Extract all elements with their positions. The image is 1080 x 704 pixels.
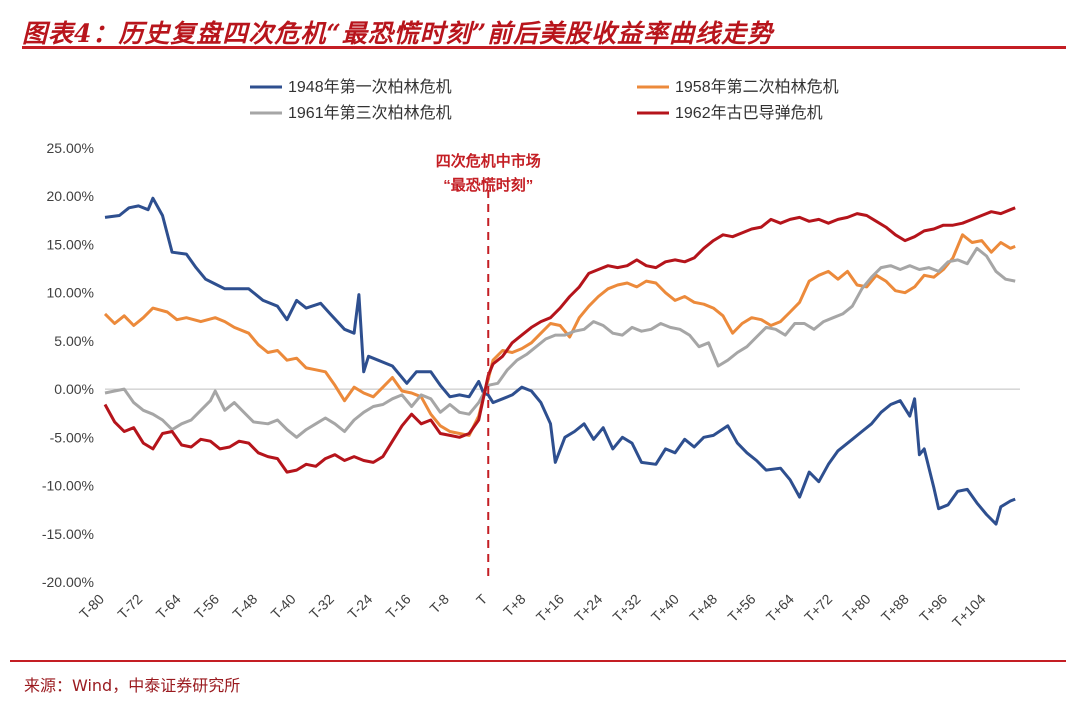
- x-tick-label: T-72: [114, 591, 145, 622]
- chart-area: 25.00% 20.00% 15.00% 10.00% 5.00% 0.00% -5.00%…: [0, 60, 1080, 650]
- x-tick-label: T+80: [839, 591, 873, 625]
- x-tick-label: T-24: [344, 591, 375, 622]
- title-divider: [22, 46, 1066, 49]
- series-line-3: [104, 246, 1016, 439]
- legend-label-3: 1961年第三次柏林危机: [288, 104, 452, 122]
- y-tick-label: 10.00%: [47, 285, 94, 301]
- x-tick-label: T+56: [724, 591, 758, 625]
- x-tick-label: T+104: [949, 591, 989, 631]
- x-tick-label: T+96: [916, 591, 950, 625]
- source-divider: [10, 660, 1066, 662]
- series-line-1: [104, 196, 1016, 526]
- x-tick-label: T-16: [383, 591, 414, 622]
- legend-label-1: 1948年第一次柏林危机: [288, 78, 452, 96]
- annotation-label-1: 四次危机中市场: [436, 152, 541, 170]
- y-tick-label: 25.00%: [47, 140, 94, 156]
- x-tick-label: T+40: [648, 591, 682, 625]
- legend-label-2: 1958年第二次柏林危机: [675, 78, 839, 96]
- series-line-2: [103, 233, 1016, 437]
- x-tick-label: T: [473, 590, 491, 608]
- annotation-label-2: “最恐慌时刻”: [443, 176, 533, 194]
- y-tick-label: 15.00%: [47, 236, 94, 252]
- title-bar: 图表4：历史复盘四次危机“最恐慌时刻”前后美股收益率曲线走势: [22, 8, 1066, 50]
- series-line-4: [103, 206, 1016, 474]
- x-tick-label: T+64: [763, 591, 797, 625]
- y-tick-label: -15.00%: [42, 526, 94, 542]
- x-tick-label: T+32: [610, 591, 644, 625]
- y-tick-label: -20.00%: [42, 574, 94, 590]
- source-note: 来源：Wind，中泰证券研究所: [24, 676, 241, 695]
- x-tick-label: T+8: [500, 591, 529, 620]
- x-tick-label: T-80: [76, 591, 107, 622]
- x-tick-label: T-8: [426, 591, 452, 617]
- x-tick-label: T+88: [878, 591, 912, 625]
- y-tick-label: 0.00%: [54, 381, 94, 397]
- x-tick-label: T-64: [153, 591, 184, 622]
- x-tick-label: T+24: [571, 591, 605, 625]
- page-title: 图表4：历史复盘四次危机“最恐慌时刻”前后美股收益率曲线走势: [22, 19, 774, 48]
- y-tick-label: 20.00%: [47, 188, 94, 204]
- line-chart: 25.00% 20.00% 15.00% 10.00% 5.00% 0.00% -5.00%…: [42, 78, 1020, 631]
- x-tick-label: T-48: [229, 591, 260, 622]
- x-tick-label: T+72: [801, 591, 835, 625]
- x-tick-label: T-32: [306, 591, 337, 622]
- x-tick-label: T-40: [268, 591, 299, 622]
- y-tick-label: 5.00%: [54, 333, 94, 349]
- y-tick-label: -5.00%: [50, 429, 94, 445]
- x-tick-label: T-56: [191, 591, 222, 622]
- x-tick-label: T+48: [686, 591, 720, 625]
- x-tick-label: T+16: [533, 591, 567, 625]
- legend-label-4: 1962年古巴导弹危机: [675, 104, 823, 122]
- y-tick-label: -10.00%: [42, 478, 94, 494]
